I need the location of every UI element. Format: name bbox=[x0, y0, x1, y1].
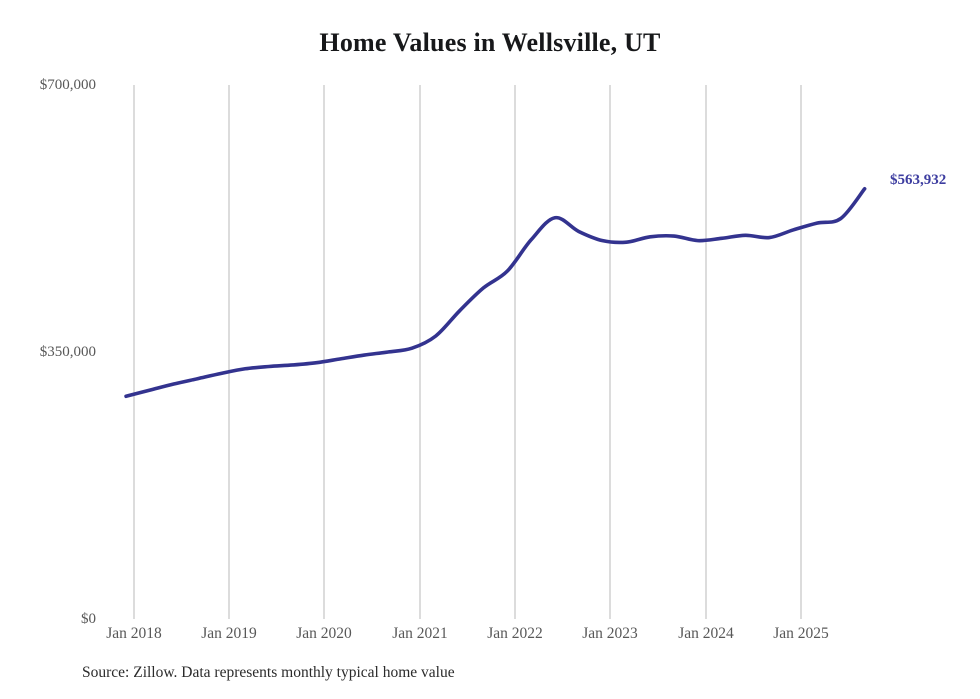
ytick-label-350000: $350,000 bbox=[39, 344, 96, 360]
xtick-label-jan-2025: Jan 2025 bbox=[773, 625, 829, 642]
ytick-label-700000: $700,000 bbox=[39, 77, 96, 93]
xtick-label-jan-2023: Jan 2023 bbox=[582, 625, 638, 642]
chart-title: Home Values in Wellsville, UT bbox=[319, 28, 661, 57]
xtick-label-jan-2018: Jan 2018 bbox=[106, 625, 162, 642]
xtick-label-jan-2020: Jan 2020 bbox=[296, 625, 352, 642]
xtick-label-jan-2019: Jan 2019 bbox=[201, 625, 257, 642]
gridlines bbox=[133, 85, 802, 619]
xtick-label-jan-2021: Jan 2021 bbox=[392, 625, 448, 642]
xtick-label-jan-2022: Jan 2022 bbox=[487, 625, 543, 642]
ytick-label-0: $0 bbox=[81, 611, 96, 627]
source-note: Source: Zillow. Data represents monthly … bbox=[82, 664, 455, 681]
end-value-label: $563,932 bbox=[890, 172, 947, 188]
data-line-typical-home-value bbox=[124, 187, 867, 399]
xtick-label-jan-2024: Jan 2024 bbox=[678, 625, 734, 642]
